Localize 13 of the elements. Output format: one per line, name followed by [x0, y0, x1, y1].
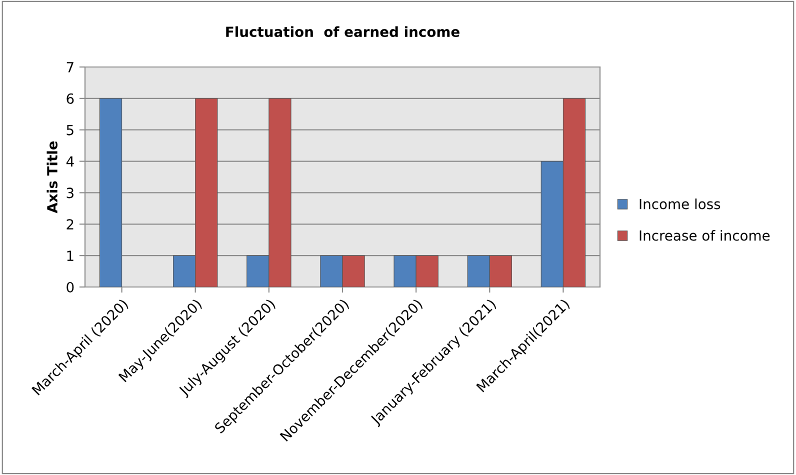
- y-tick-label: 1: [67, 250, 74, 261]
- bar: [99, 98, 122, 287]
- y-tick-label: 2: [66, 219, 74, 230]
- y-axis-title: Axis Title: [46, 141, 58, 214]
- y-tick-label: 7: [66, 62, 74, 72]
- legend-label: Increase of income: [640, 230, 770, 241]
- y-tick-label: 6: [66, 93, 74, 104]
- legend-label: Income loss: [640, 198, 720, 210]
- y-tick-label: 3: [66, 188, 74, 198]
- chart-title: Fluctuation of earned income: [226, 26, 460, 38]
- y-tick-label: 5: [66, 125, 74, 136]
- y-tick-label: 4: [66, 156, 74, 167]
- y-tick-label: 0: [66, 282, 74, 292]
